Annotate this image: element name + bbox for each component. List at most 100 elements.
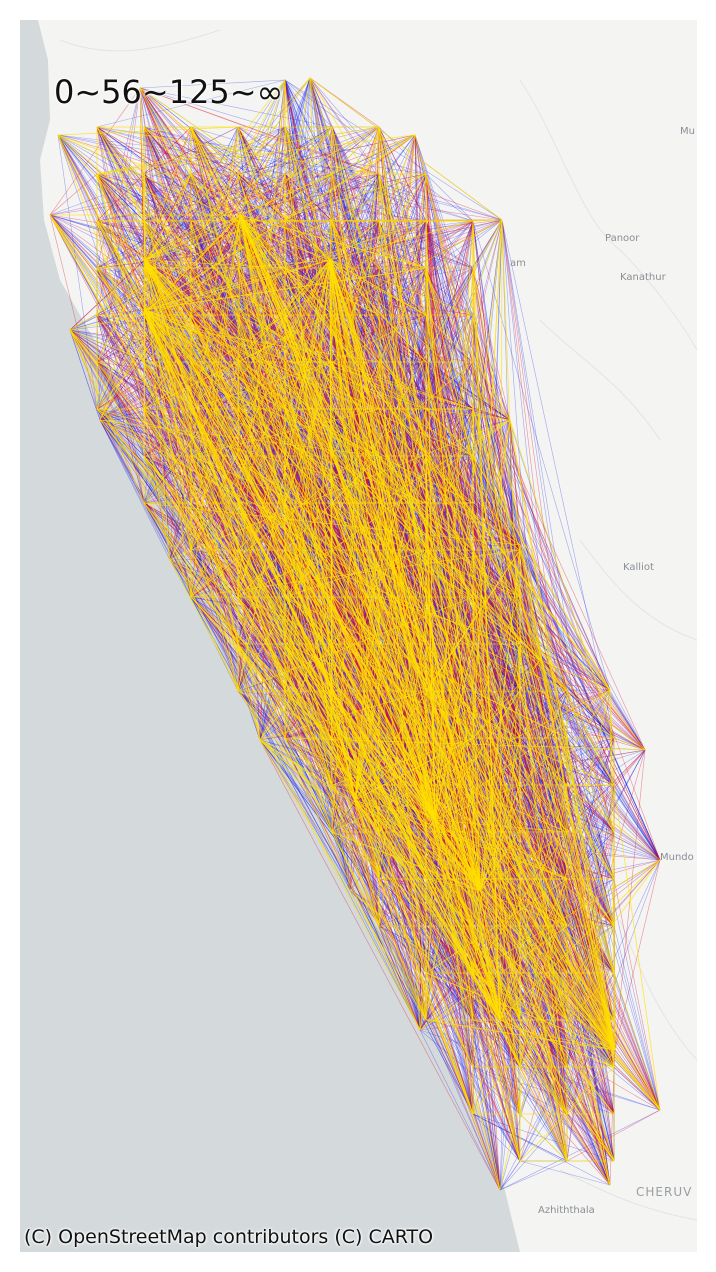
- flow-edge: [190, 502, 421, 1031]
- flow-edge: [378, 925, 421, 1031]
- flow-edge: [96, 408, 333, 645]
- flow-edge: [613, 1066, 661, 1111]
- flow-edge: [479, 889, 568, 1068]
- flow-edge: [284, 219, 503, 269]
- flow-edge: [144, 220, 474, 311]
- flow-edge: [501, 219, 521, 692]
- flow-edge: [349, 889, 568, 1021]
- flow-edge: [239, 214, 427, 1021]
- flow-edge: [96, 126, 511, 421]
- flow-edge: [539, 659, 568, 880]
- flow-edge: [509, 419, 616, 1051]
- flow-edge: [425, 267, 611, 691]
- flow-edge: [99, 419, 474, 1115]
- flow-edge: [284, 737, 427, 880]
- flow-edge: [425, 502, 661, 861]
- flow-edge: [354, 799, 474, 1115]
- flow-edge: [425, 408, 616, 1051]
- flow-edge: [472, 596, 611, 1186]
- flow-edge: [331, 126, 380, 833]
- flow-edge: [57, 134, 146, 311]
- flow-edge: [237, 134, 416, 269]
- map-viewport[interactable]: Panoor Kanathur Kalliot Mundo CHERUV Azh…: [20, 20, 697, 1252]
- flow-edge: [169, 549, 192, 561]
- flow-edge: [472, 220, 611, 1186]
- flow-edge: [144, 309, 380, 551]
- flow-edge: [96, 309, 146, 316]
- flow-edge: [519, 544, 568, 739]
- flow-edge: [237, 259, 331, 269]
- flow-edge: [139, 87, 192, 175]
- flow-edge: [284, 643, 646, 751]
- flow-edge: [144, 259, 380, 927]
- flow-edge: [57, 134, 286, 739]
- flow-edge: [519, 544, 661, 861]
- flow-edge: [237, 549, 356, 801]
- flow-edge: [96, 126, 241, 216]
- flow-edge: [69, 329, 239, 363]
- flow-edge: [329, 259, 646, 751]
- flow-edge: [190, 220, 261, 741]
- flow-edge: [329, 259, 380, 645]
- flow-edge: [169, 559, 421, 1031]
- flow-edge: [472, 408, 616, 1051]
- flow-edge: [425, 267, 616, 1051]
- flow-edge: [425, 408, 646, 751]
- flow-edge: [499, 859, 661, 1021]
- flow-edge: [566, 690, 646, 751]
- flow-edge: [143, 126, 331, 261]
- flow-edge: [96, 267, 145, 504]
- flow-edge: [57, 134, 380, 833]
- flow-edge: [237, 126, 474, 269]
- flow-edge: [566, 737, 616, 1051]
- flow-edge: [239, 173, 333, 216]
- flow-edge: [354, 799, 427, 1021]
- flow-edge: [331, 173, 474, 504]
- flow-edge: [237, 408, 436, 821]
- flow-edge: [96, 408, 615, 739]
- flow-edge: [237, 219, 503, 692]
- flow-edge: [331, 784, 611, 1186]
- flow-edge: [144, 309, 380, 692]
- flow-edge: [329, 126, 380, 261]
- flow-edge: [349, 889, 615, 1162]
- flow-edge: [190, 314, 661, 861]
- flow-edge: [499, 878, 568, 1021]
- flow-edge: [472, 549, 615, 1162]
- flow-edge: [69, 329, 239, 692]
- flow-edge: [259, 690, 286, 741]
- flow-edge: [472, 314, 615, 786]
- flow-edge: [190, 596, 521, 1115]
- flow-edge: [49, 214, 146, 311]
- flow-edge: [566, 749, 646, 1021]
- flow-edge: [419, 549, 474, 1031]
- flow-edge: [190, 126, 241, 216]
- flow-edge: [49, 214, 568, 1115]
- flow-edge: [425, 419, 511, 504]
- flow-edge: [329, 259, 568, 739]
- flow-edge: [425, 878, 481, 891]
- flow-edge: [57, 134, 380, 645]
- flow-edge: [309, 77, 380, 175]
- flow-map-canvas: [20, 20, 697, 1252]
- flow-edge: [331, 361, 474, 410]
- flow-edge: [99, 419, 192, 598]
- flow-edge: [190, 220, 646, 751]
- flow-edge: [329, 259, 427, 316]
- flow-edge: [284, 643, 436, 821]
- flow-edge: [237, 219, 503, 363]
- flow-edge: [378, 361, 427, 786]
- flow-edge: [144, 309, 474, 786]
- flow-edge: [284, 455, 356, 801]
- flow-edge: [143, 408, 501, 1021]
- flow-edge: [144, 259, 615, 974]
- flow-edge: [425, 267, 611, 691]
- flow-edge: [144, 259, 333, 551]
- flow-edge: [143, 408, 421, 1031]
- flow-edge: [284, 259, 331, 504]
- flow-edge: [425, 267, 481, 891]
- flow-edge: [169, 559, 474, 1021]
- flow-edge: [354, 749, 646, 801]
- sea-area: [20, 20, 520, 1252]
- flow-edge: [472, 549, 611, 691]
